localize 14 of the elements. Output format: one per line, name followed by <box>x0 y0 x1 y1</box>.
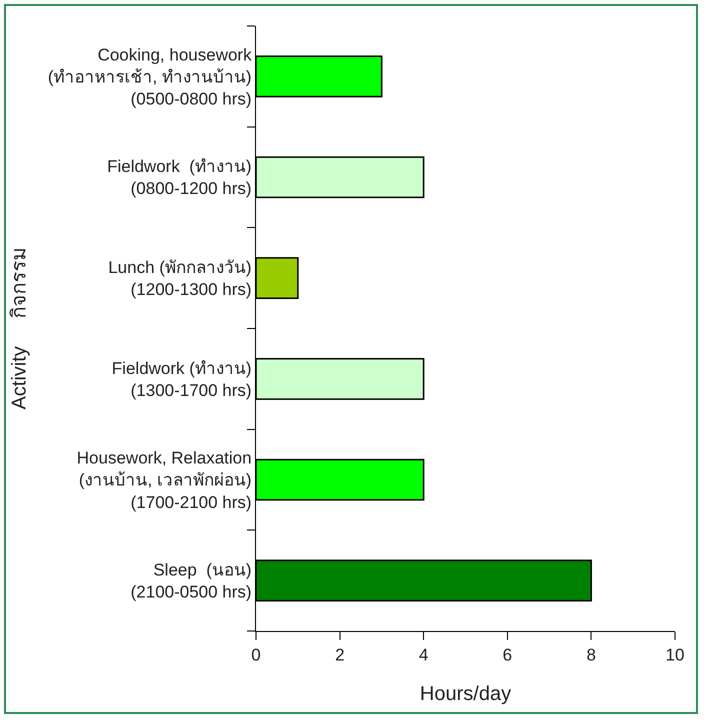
y-tick-label: Sleep (นอน) (2100-0500 hrs) <box>130 560 252 602</box>
y-tick-label: Fieldwork (ทำงาน) (1300-1700 hrs) <box>112 358 252 400</box>
x-tick-label: 8 <box>586 645 596 664</box>
x-tick-label: 2 <box>335 645 345 664</box>
y-tick-label: Cooking, housework (ทำอาหารเช้า, ทำงานบ้าน) (0500-0800 hrs) <box>48 45 252 108</box>
x-tick-label: 10 <box>666 645 684 664</box>
x-tick-label: 0 <box>251 645 261 664</box>
y-tick-label: Lunch (พักกลางวัน) (1200-1300 hrs) <box>108 258 252 300</box>
x-tick-label: 4 <box>418 645 428 664</box>
x-tick-label: 6 <box>502 645 512 664</box>
y-tick-label: Housework, Relaxation (งานบ้าน, เวลาพักผ่อน) (1700-2100 hrs) <box>76 448 252 512</box>
y-tick-label: Fieldwork (ทำงาน) (0800-1200 hrs) <box>107 157 252 198</box>
x-axis-title: Hours/day <box>420 682 512 705</box>
y-axis-title: Activity กิจกรรม <box>8 247 30 410</box>
